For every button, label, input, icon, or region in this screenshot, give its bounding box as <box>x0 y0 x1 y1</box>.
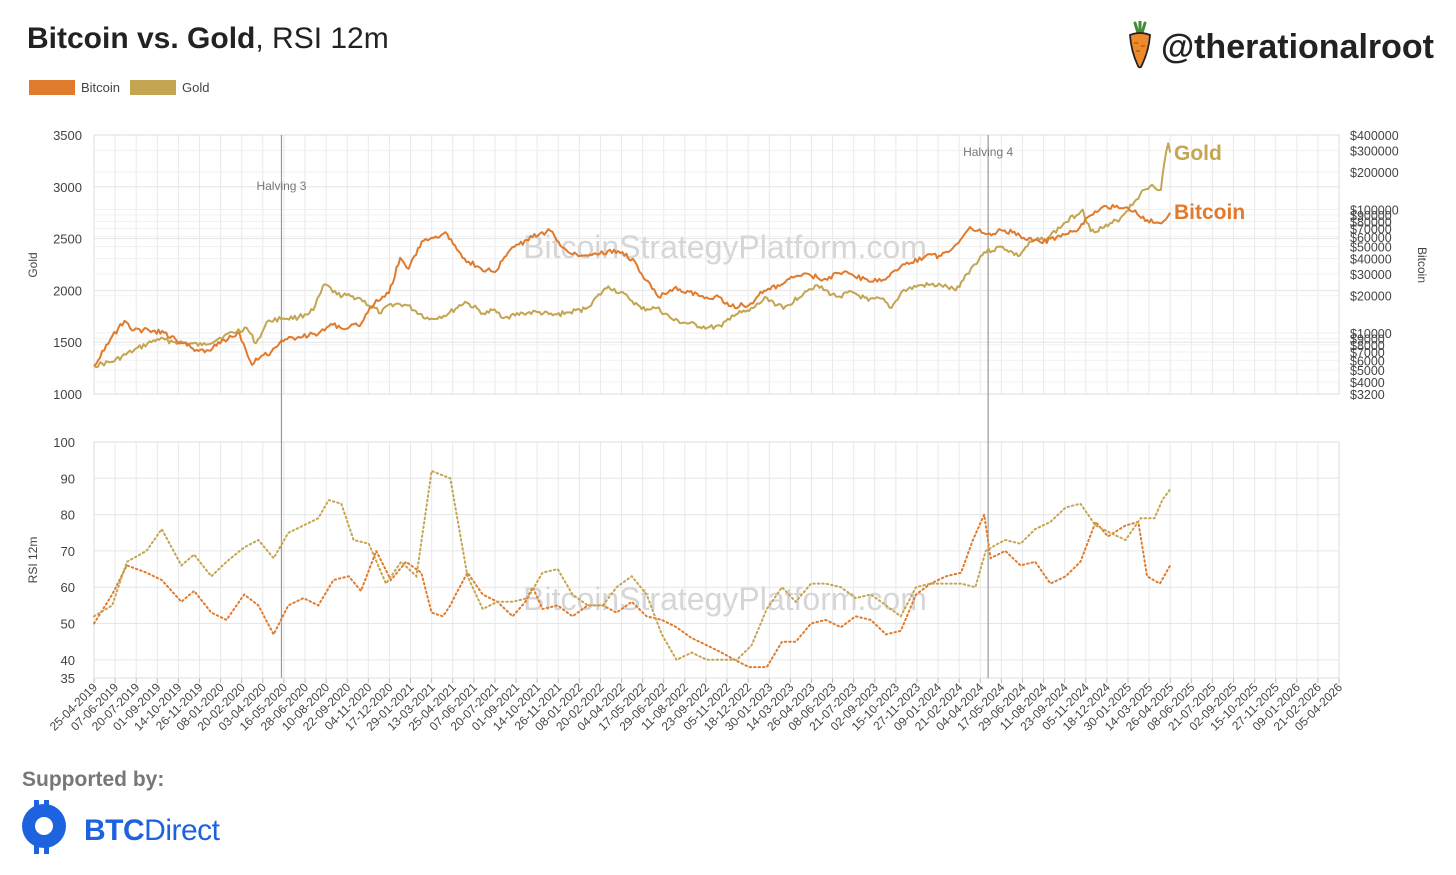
y-tick-label-right: $9000 <box>1350 333 1385 347</box>
y-tick-label-right: $8000 <box>1350 339 1385 353</box>
rsi-tick-label: 80 <box>61 508 75 523</box>
btcdirect-wordmark-bold: BTC <box>84 813 145 847</box>
y-tick-label-right: $50000 <box>1350 241 1392 255</box>
y-tick-label-right: $200000 <box>1350 166 1399 180</box>
rsi-tick-label: 40 <box>61 653 75 668</box>
legend-item-bitcoin[interactable]: Bitcoin <box>29 80 120 95</box>
y-tick-label-right: $7000 <box>1350 346 1385 360</box>
legend-item-gold[interactable]: Gold <box>130 80 210 95</box>
rsi-line-gold <box>93 469 1172 662</box>
legend-swatch-bitcoin <box>29 80 75 95</box>
y-tick-label-right: $10000 <box>1350 327 1392 341</box>
chart-title-sub: , RSI 12m <box>255 22 389 55</box>
rsi-tick-label: 100 <box>53 435 75 450</box>
chart-grid <box>93 134 1340 683</box>
y-tick-label-left: 3500 <box>53 128 82 143</box>
rsi-tick-label: 90 <box>61 471 75 486</box>
y-tick-label-right: $100000 <box>1350 203 1399 217</box>
y-tick-label-right: $70000 <box>1350 222 1392 236</box>
halving-label: Halving 3 <box>256 179 306 193</box>
legend-swatch-gold <box>130 80 177 95</box>
series-line-gold <box>93 142 1172 369</box>
y-tick-label-right: $90000 <box>1350 209 1392 223</box>
y-tick-label-left: 1000 <box>53 387 82 402</box>
y-tick-label-right: $20000 <box>1350 290 1392 304</box>
chart-title-main: Bitcoin vs. Gold <box>27 22 256 55</box>
halving-label: Halving 4 <box>963 145 1013 159</box>
brand-handle: @therationalroot <box>1160 27 1434 66</box>
carrot-icon <box>1127 19 1153 74</box>
y-tick-label-right: $5000 <box>1350 364 1385 378</box>
y-tick-label-right: $3200 <box>1350 388 1385 402</box>
y-tick-label-right: $30000 <box>1350 268 1392 282</box>
y-axis-label-left: Gold <box>26 252 40 277</box>
y-tick-label-left: 2000 <box>53 283 82 298</box>
y-tick-label-left: 2500 <box>53 232 82 247</box>
legend-label-gold: Gold <box>182 80 210 95</box>
y-tick-label-right: $60000 <box>1350 231 1392 245</box>
btcdirect-logo[interactable]: BTCDirect <box>20 800 220 861</box>
y-tick-label-right: $300000 <box>1350 144 1399 158</box>
y-tick-label-right: $4000 <box>1350 376 1385 390</box>
watermark-rsi: BitcoinStrategyPlatform.com <box>523 581 927 617</box>
y-tick-label-right: $400000 <box>1350 129 1399 143</box>
y-tick-label-right: $40000 <box>1350 253 1392 267</box>
brand[interactable]: @therationalroot <box>1127 19 1434 74</box>
rsi-tick-label: 50 <box>61 617 75 632</box>
rsi-panel-frame <box>93 441 1340 679</box>
rsi-tick-label: 70 <box>61 544 75 559</box>
btcdirect-wordmark-rest: Direct <box>144 813 220 847</box>
rsi-tick-label: 35 <box>61 671 75 686</box>
y-tick-label-left: 1500 <box>53 335 82 350</box>
btcdirect-icon <box>20 800 70 861</box>
y-axis-label-right: Bitcoin <box>1415 247 1429 283</box>
y-tick-label-left: 3000 <box>53 180 82 195</box>
watermark-price: BitcoinStrategyPlatform.com <box>523 229 927 265</box>
rsi-axis-label: RSI 12m <box>26 537 40 584</box>
rsi-line-bitcoin <box>93 511 1172 669</box>
series-line-bitcoin <box>93 203 1172 367</box>
chart-title: Bitcoin vs. Gold, RSI 12m <box>27 22 389 56</box>
y-tick-label-right: $80000 <box>1350 215 1392 229</box>
supported-by-label: Supported by: <box>22 768 165 791</box>
y-tick-label-right: $6000 <box>1350 354 1385 368</box>
chart-legend: Bitcoin Gold <box>29 80 220 95</box>
end-label-gold: Gold <box>1174 142 1222 165</box>
price-panel-frame <box>93 134 1340 395</box>
rsi-tick-label: 60 <box>61 580 75 595</box>
legend-label-bitcoin: Bitcoin <box>81 80 121 95</box>
end-label-bitcoin: Bitcoin <box>1174 201 1245 224</box>
btcdirect-wordmark: BTCDirect <box>84 814 220 848</box>
